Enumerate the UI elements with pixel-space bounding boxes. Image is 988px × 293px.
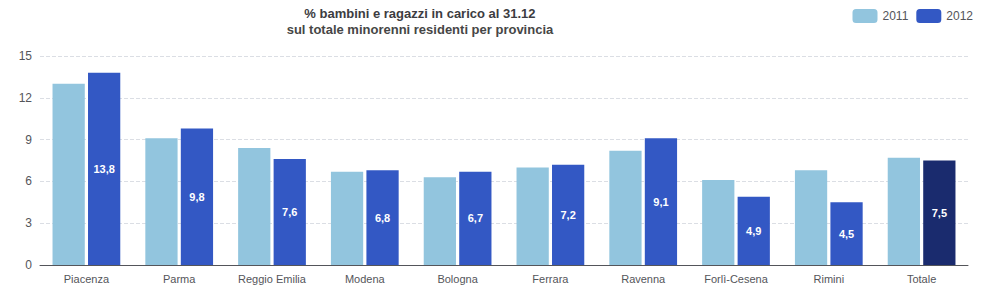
- svg-text:9,8: 9,8: [189, 191, 204, 203]
- svg-text:% bambini e ragazzi in carico: % bambini e ragazzi in carico al 31.12: [304, 6, 535, 21]
- svg-text:3: 3: [25, 216, 32, 230]
- svg-text:Forlì-Cesena: Forlì-Cesena: [704, 273, 768, 285]
- svg-text:15: 15: [19, 49, 33, 63]
- svg-text:sul totale minorenni residenti: sul totale minorenni residenti per provi…: [287, 22, 554, 37]
- svg-text:9: 9: [25, 133, 32, 147]
- svg-text:6,7: 6,7: [468, 212, 483, 224]
- svg-text:Parma: Parma: [163, 273, 196, 285]
- svg-text:Modena: Modena: [345, 273, 386, 285]
- svg-text:Totale: Totale: [907, 273, 936, 285]
- svg-text:Reggio Emilia: Reggio Emilia: [238, 273, 307, 285]
- svg-text:7,6: 7,6: [282, 206, 297, 218]
- svg-text:4,9: 4,9: [746, 225, 761, 237]
- svg-text:6: 6: [25, 174, 32, 188]
- svg-text:12: 12: [19, 91, 33, 105]
- svg-text:Ravenna: Ravenna: [621, 273, 666, 285]
- svg-text:2011: 2011: [883, 9, 909, 23]
- svg-text:4,5: 4,5: [839, 228, 854, 240]
- svg-text:2012: 2012: [946, 9, 973, 23]
- svg-text:Piacenza: Piacenza: [64, 273, 110, 285]
- svg-text:9,1: 9,1: [653, 196, 668, 208]
- svg-text:6,8: 6,8: [375, 212, 390, 224]
- svg-text:13,8: 13,8: [93, 163, 114, 175]
- svg-text:Ferrara: Ferrara: [532, 273, 569, 285]
- svg-text:Rimini: Rimini: [814, 273, 845, 285]
- svg-text:0: 0: [25, 258, 32, 272]
- svg-text:Bologna: Bologna: [437, 273, 478, 285]
- svg-text:7,5: 7,5: [932, 207, 947, 219]
- svg-text:7,2: 7,2: [560, 209, 575, 221]
